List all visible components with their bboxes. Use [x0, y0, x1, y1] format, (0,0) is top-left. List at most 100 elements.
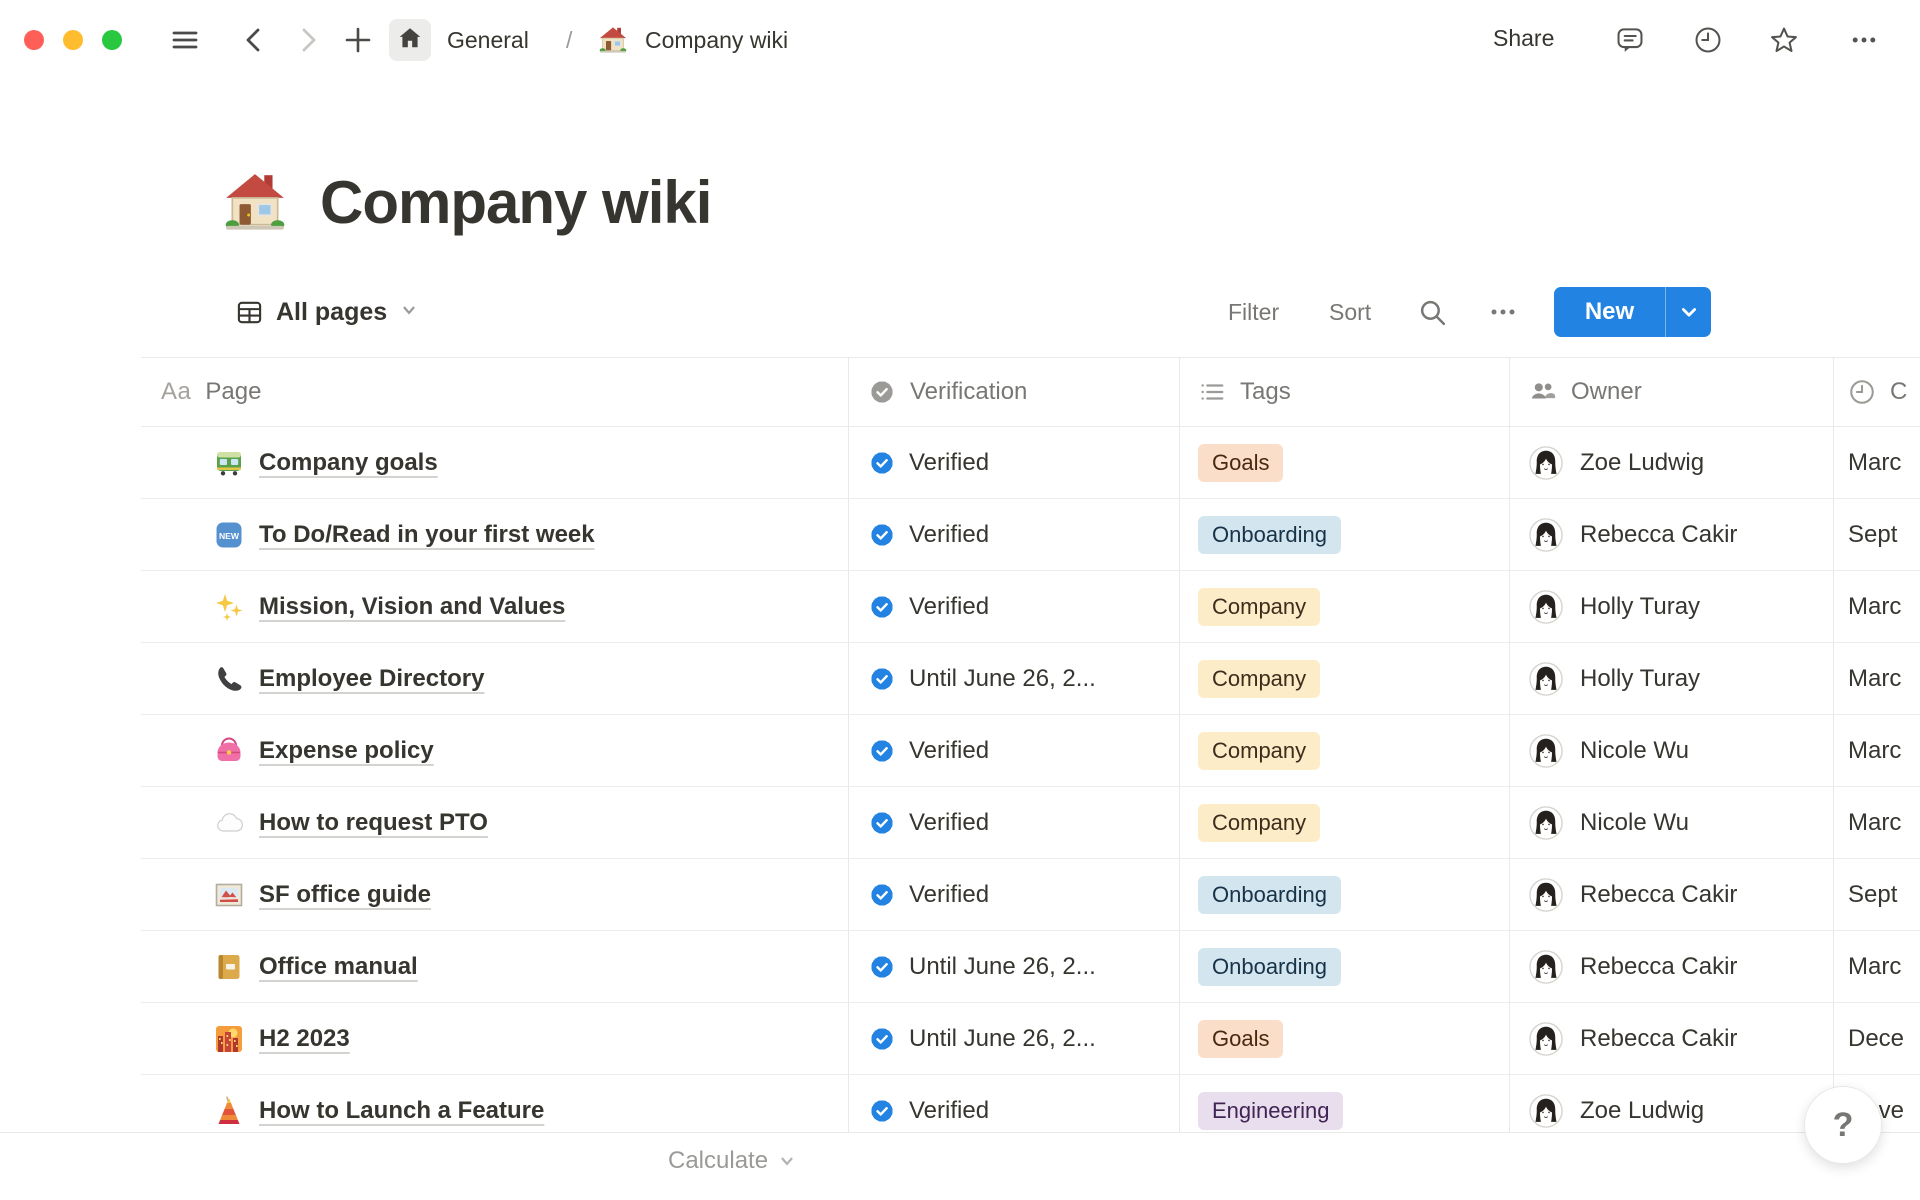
page-link[interactable]: Expense policy: [259, 737, 434, 764]
calculate-button[interactable]: Calculate: [668, 1147, 796, 1175]
page-link[interactable]: Company goals: [259, 449, 438, 476]
table-row[interactable]: How to request PTO Verified Company Nico…: [0, 787, 1920, 859]
page-cell[interactable]: NEW To Do/Read in your first week: [214, 499, 595, 571]
owner-cell[interactable]: Holly Turay: [1529, 571, 1700, 643]
tags-cell[interactable]: Onboarding: [1198, 931, 1341, 1003]
filter-button[interactable]: Filter: [1228, 298, 1280, 325]
column-divider[interactable]: [1509, 357, 1510, 1133]
new-dropdown-chevron-icon[interactable]: [1666, 302, 1711, 322]
page-cell[interactable]: How to request PTO: [214, 787, 488, 859]
back-icon[interactable]: [236, 22, 272, 58]
share-button[interactable]: Share: [1493, 25, 1555, 51]
owner-cell[interactable]: Rebecca Cakir: [1529, 499, 1737, 571]
search-icon[interactable]: [1417, 287, 1448, 337]
new-button[interactable]: New: [1554, 287, 1711, 337]
table-row[interactable]: Employee Directory Until June 26, 2... C…: [0, 643, 1920, 715]
sidebar-menu-icon[interactable]: [167, 22, 203, 58]
column-divider[interactable]: [848, 357, 849, 1133]
column-header-created[interactable]: C: [1848, 357, 1907, 427]
tags-cell[interactable]: Goals: [1198, 427, 1284, 499]
new-page-plus-icon[interactable]: [340, 22, 376, 58]
house-emoji[interactable]: [222, 169, 288, 235]
date-cell[interactable]: Marc: [1848, 809, 1902, 836]
verification-cell[interactable]: Verified: [868, 787, 989, 859]
column-header-page[interactable]: Aa Page: [161, 378, 262, 405]
forward-icon[interactable]: [290, 22, 326, 58]
verification-cell[interactable]: Verified: [868, 499, 989, 571]
page-link[interactable]: Employee Directory: [259, 665, 485, 692]
favorite-star-icon[interactable]: [1766, 22, 1802, 58]
date-cell[interactable]: Marc: [1848, 737, 1902, 764]
column-header-owner[interactable]: Owner: [1529, 357, 1642, 427]
verification-cell[interactable]: Verified: [868, 1075, 989, 1132]
window-zoom-button[interactable]: [102, 30, 122, 50]
verification-cell[interactable]: Until June 26, 2...: [868, 1003, 1096, 1075]
tags-cell[interactable]: Company: [1198, 643, 1321, 715]
comments-icon[interactable]: [1612, 22, 1648, 58]
verification-cell[interactable]: Verified: [868, 571, 989, 643]
page-cell[interactable]: Employee Directory: [214, 643, 484, 715]
tags-cell[interactable]: Company: [1198, 787, 1321, 859]
page-title[interactable]: Company wiki: [320, 168, 712, 236]
history-clock-icon[interactable]: [1690, 22, 1726, 58]
help-button[interactable]: ?: [1804, 1086, 1882, 1164]
owner-cell[interactable]: Nicole Wu: [1529, 715, 1689, 787]
breadcrumb-page[interactable]: Company wiki: [645, 27, 789, 53]
page-link[interactable]: To Do/Read in your first week: [259, 521, 595, 548]
page-cell[interactable]: How to Launch a Feature: [214, 1075, 545, 1132]
table-row[interactable]: Company goals Verified Goals Zoe Ludwig …: [0, 427, 1920, 499]
view-tab-all-pages[interactable]: All pages: [236, 287, 418, 337]
date-cell[interactable]: Marc: [1848, 665, 1902, 692]
table-row[interactable]: Office manual Until June 26, 2... Onboar…: [0, 931, 1920, 1003]
owner-cell[interactable]: Rebecca Cakir: [1529, 1003, 1737, 1075]
verification-cell[interactable]: Verified: [868, 715, 989, 787]
owner-cell[interactable]: Rebecca Cakir: [1529, 931, 1737, 1003]
date-cell[interactable]: Sept: [1848, 521, 1898, 548]
page-link[interactable]: Mission, Vision and Values: [259, 593, 566, 620]
view-options-icon[interactable]: [1486, 287, 1520, 337]
tags-cell[interactable]: Onboarding: [1198, 859, 1341, 931]
table-row[interactable]: Expense policy Verified Company Nicole W…: [0, 715, 1920, 787]
tags-cell[interactable]: Onboarding: [1198, 499, 1341, 571]
page-link[interactable]: SF office guide: [259, 881, 432, 908]
date-cell[interactable]: Dece: [1848, 1025, 1905, 1052]
verification-cell[interactable]: Verified: [868, 859, 989, 931]
page-cell[interactable]: Expense policy: [214, 715, 434, 787]
date-cell[interactable]: Marc: [1848, 953, 1902, 980]
date-cell[interactable]: Marc: [1848, 593, 1902, 620]
owner-cell[interactable]: Nicole Wu: [1529, 787, 1689, 859]
owner-cell[interactable]: Rebecca Cakir: [1529, 859, 1737, 931]
column-header-verification[interactable]: Verification: [868, 357, 1027, 427]
window-close-button[interactable]: [24, 30, 44, 50]
page-link[interactable]: How to Launch a Feature: [259, 1097, 545, 1124]
page-link[interactable]: H2 2023: [259, 1025, 350, 1052]
page-cell[interactable]: SF office guide: [214, 859, 431, 931]
page-link[interactable]: How to request PTO: [259, 809, 488, 836]
page-cell[interactable]: Office manual: [214, 931, 418, 1003]
date-cell[interactable]: Marc: [1848, 449, 1902, 476]
tags-cell[interactable]: Company: [1198, 715, 1321, 787]
window-minimize-button[interactable]: [63, 30, 83, 50]
verification-cell[interactable]: Until June 26, 2...: [868, 643, 1096, 715]
owner-cell[interactable]: Holly Turay: [1529, 643, 1700, 715]
page-cell[interactable]: H2 2023: [214, 1003, 350, 1075]
table-row[interactable]: NEW To Do/Read in your first week Verifi…: [0, 499, 1920, 571]
table-row[interactable]: H2 2023 Until June 26, 2... Goals Rebecc…: [0, 1003, 1920, 1075]
column-divider[interactable]: [1833, 357, 1834, 1133]
date-cell[interactable]: Sept: [1848, 881, 1898, 908]
breadcrumb-workspace[interactable]: General: [447, 27, 529, 53]
table-row[interactable]: SF office guide Verified Onboarding Rebe…: [0, 859, 1920, 931]
page-cell[interactable]: Mission, Vision and Values: [214, 571, 565, 643]
verification-cell[interactable]: Until June 26, 2...: [868, 931, 1096, 1003]
page-cell[interactable]: Company goals: [214, 427, 438, 499]
tags-cell[interactable]: Goals: [1198, 1003, 1284, 1075]
page-link[interactable]: Office manual: [259, 953, 418, 980]
owner-cell[interactable]: Zoe Ludwig: [1529, 1075, 1704, 1132]
breadcrumb-home-chip[interactable]: [389, 19, 431, 61]
more-options-icon[interactable]: [1846, 22, 1882, 58]
tags-cell[interactable]: Engineering: [1198, 1075, 1344, 1132]
column-header-tags[interactable]: Tags: [1198, 357, 1291, 427]
table-row[interactable]: Mission, Vision and Values Verified Comp…: [0, 571, 1920, 643]
verification-cell[interactable]: Verified: [868, 427, 989, 499]
column-divider[interactable]: [1179, 357, 1180, 1133]
